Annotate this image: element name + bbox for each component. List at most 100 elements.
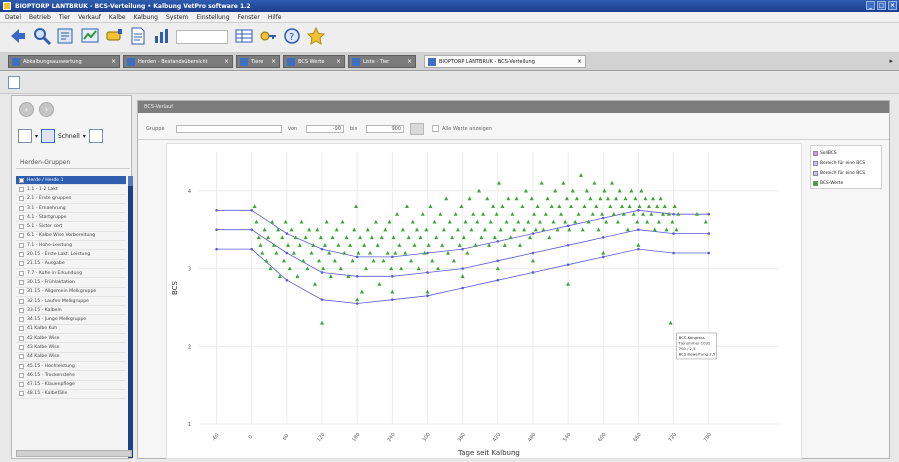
key-icon[interactable] [258, 26, 278, 46]
close-tab-icon[interactable]: × [576, 58, 582, 65]
legend-item[interactable]: Bereich für eine BCS [813, 168, 879, 178]
group-list-item[interactable]: 6.1 - Kalbe Wise Vorbereitung [16, 232, 126, 242]
legend-checkbox[interactable] [813, 170, 818, 176]
group-list-item[interactable]: 1.1 - 1-2 Lakt [16, 185, 126, 195]
group-list-item[interactable]: 43 Kalbe Wise [16, 343, 126, 353]
star-icon[interactable] [306, 26, 326, 46]
group-checkbox[interactable] [19, 363, 24, 369]
group-list-item[interactable]: 3.1 - Ernaehrung [16, 204, 126, 214]
maximize-button[interactable]: □ [877, 1, 886, 10]
group-checkbox[interactable] [19, 335, 24, 341]
group-list-item[interactable]: 20.15 - Erste Lakt. Leistung [16, 250, 126, 260]
close-tab-icon[interactable]: × [270, 58, 276, 65]
tab-bcs-verteilung[interactable]: BIOPTORP LANTBRUK - BCS-Verteilung × [424, 55, 586, 68]
menu-verkauf[interactable]: Verkauf [78, 13, 101, 21]
group-checkbox[interactable] [19, 196, 24, 202]
group-checkbox[interactable] [19, 214, 24, 220]
tabs-overflow-icon[interactable]: ▸ [889, 57, 893, 65]
to-input[interactable]: 900 [366, 125, 404, 133]
group-checkbox[interactable] [19, 382, 24, 388]
back-arrow-icon[interactable] [8, 26, 28, 46]
close-button[interactable]: × [888, 1, 897, 10]
menu-kalbe[interactable]: Kalbe [108, 13, 126, 21]
group-list-item[interactable]: 30.15 - Frühlaktation [16, 278, 126, 288]
quick-button[interactable]: Schnell [58, 132, 80, 140]
toolbar-input[interactable] [176, 30, 228, 44]
group-list-item[interactable]: 2.1 - Erste gruppen [16, 195, 126, 204]
group-list-item[interactable]: 31.15 - Allgemein Melkgruppe [16, 288, 126, 297]
close-tab-icon[interactable]: × [406, 58, 412, 65]
group-checkbox[interactable] [19, 242, 24, 248]
tab-herden[interactable]: Herden - Bestandsübersicht × [123, 55, 233, 68]
group-checkbox[interactable] [19, 326, 24, 332]
legend-item[interactable]: Bereich für eine BCS [813, 158, 879, 168]
menu-einstellung[interactable]: Einstellung [196, 13, 230, 21]
minimize-button[interactable]: _ [866, 1, 875, 10]
group-checkbox[interactable] [19, 289, 24, 295]
help-icon[interactable]: ? [282, 26, 302, 46]
legend-item[interactable]: BCS-Werte [813, 178, 879, 188]
scroll-thumb[interactable] [128, 176, 133, 186]
close-tab-icon[interactable]: × [110, 58, 116, 65]
menu-system[interactable]: System [165, 13, 189, 21]
table-icon[interactable] [234, 26, 254, 46]
page-icon[interactable] [8, 76, 20, 89]
legend-item[interactable]: SollBCS [813, 148, 879, 158]
legend-checkbox[interactable] [813, 150, 818, 156]
horizontal-scrollbar[interactable] [16, 450, 132, 457]
dropdown-icon[interactable]: ▾ [82, 132, 86, 140]
nav-back-button[interactable]: ‹ [19, 102, 34, 117]
home-icon[interactable] [18, 129, 32, 143]
menu-hilfe[interactable]: Hilfe [267, 13, 282, 21]
stats-icon[interactable] [152, 26, 172, 46]
group-checkbox[interactable] [19, 354, 24, 360]
group-list-item[interactable]: 32.15 - Laufen Melkgruppe [16, 297, 126, 307]
group-checkbox[interactable] [19, 177, 24, 183]
group-select[interactable] [176, 125, 282, 133]
group-list-item[interactable]: 7.7 - Kuhe in Erkundung [16, 269, 126, 279]
menu-betrieb[interactable]: Betrieb [29, 13, 51, 21]
group-list-item[interactable]: 21.15 - Ausgabe [16, 260, 126, 269]
group-list-item[interactable]: 42 Kalbe Wise [16, 334, 126, 344]
document-icon[interactable] [128, 26, 148, 46]
group-checkbox[interactable] [19, 298, 24, 304]
menu-tier[interactable]: Tier [58, 13, 71, 21]
group-list-item[interactable]: 41 Kalbe Kuh [16, 325, 126, 335]
group-checkbox[interactable] [19, 205, 24, 211]
group-checkbox[interactable] [19, 279, 24, 285]
group-checkbox[interactable] [19, 270, 24, 276]
legend-checkbox[interactable] [813, 180, 818, 186]
tab-bcs-werte[interactable]: BCS Werte × [283, 55, 345, 68]
cow-icon[interactable] [104, 26, 124, 46]
group-checkbox[interactable] [19, 261, 24, 267]
tab-liste-tier[interactable]: Liste - Tier × [348, 55, 416, 68]
group-list-scrollbar[interactable] [128, 176, 133, 458]
group-list-item[interactable]: 44 Kalbe Wise [16, 353, 126, 362]
group-checkbox[interactable] [19, 372, 24, 378]
close-tab-icon[interactable]: × [335, 58, 341, 65]
group-checkbox[interactable] [19, 224, 24, 230]
refresh-button[interactable] [410, 123, 424, 135]
group-list-item[interactable]: 7.1 - Hohe-Leistung [16, 241, 126, 251]
group-list-item[interactable]: 33.15 - Kalbeln [16, 306, 126, 316]
group-list-item[interactable]: 5.1 - Sister sort [16, 222, 126, 232]
legend-checkbox[interactable] [813, 160, 818, 166]
group-list-item[interactable]: 4.1 - Startgruppe [16, 213, 126, 223]
group-checkbox[interactable] [19, 307, 24, 313]
group-list-item[interactable]: 45.15 - Hochleistung [16, 362, 126, 372]
menu-fenster[interactable]: Fenster [237, 13, 260, 21]
group-list-item[interactable]: 47.15 - Klauenpflege [16, 381, 126, 390]
nav-forward-button[interactable]: › [39, 102, 54, 117]
from-input[interactable]: -90 [306, 125, 344, 133]
search-icon[interactable] [32, 26, 52, 46]
close-tab-icon[interactable]: × [223, 58, 229, 65]
group-list-item[interactable]: 34.15 - Junge Melkgruppe [16, 315, 126, 325]
group-list-item[interactable]: 46.15 - Trockenstehe [16, 371, 126, 381]
group-checkbox[interactable] [19, 317, 24, 323]
document-icon[interactable] [88, 129, 103, 143]
report-icon[interactable] [56, 26, 76, 46]
group-list-item[interactable]: 48.15 - Kalbefälle [16, 390, 126, 400]
tab-abkalbung[interactable]: Abkalbungsauswertung × [8, 55, 120, 68]
group-checkbox[interactable] [19, 233, 24, 239]
menu-datei[interactable]: Datei [5, 13, 22, 21]
